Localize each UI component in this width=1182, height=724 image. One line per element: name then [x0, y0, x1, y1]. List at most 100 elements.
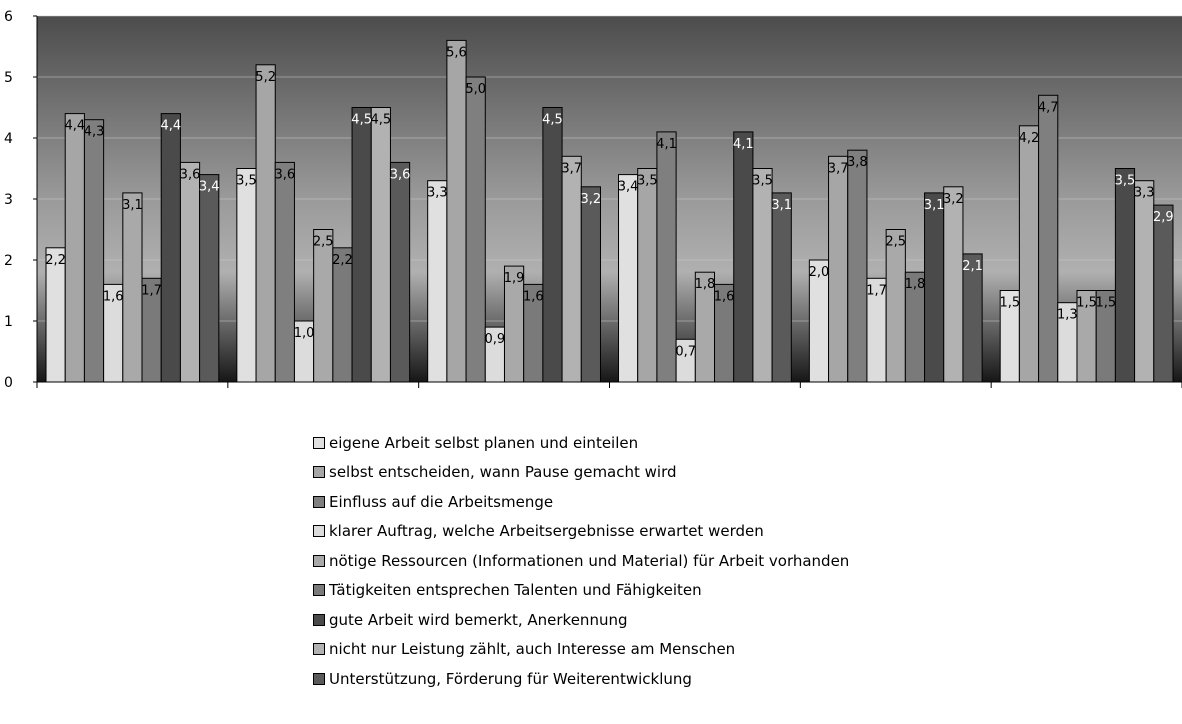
data-label: 4,3: [84, 125, 105, 140]
data-label: 4,1: [733, 137, 754, 152]
data-label: 3,5: [236, 174, 257, 189]
bar: [771, 192, 792, 383]
y-tick-label: 2: [4, 253, 13, 269]
data-label: 3,1: [771, 198, 792, 213]
bar: [332, 247, 353, 383]
data-label: 1,6: [103, 289, 124, 304]
legend-label: eigene Arbeit selbst planen und einteile…: [329, 433, 639, 452]
bar: [1153, 204, 1174, 383]
data-label: 4,5: [542, 113, 563, 128]
bar: [885, 229, 906, 383]
bar: [389, 161, 411, 383]
legend-item: Unterstützung, Förderung für Weiterentwi…: [313, 664, 849, 694]
bar: [542, 107, 563, 383]
data-label: 3,4: [199, 180, 220, 195]
legend-item: gute Arbeit wird bemerkt, Anerkennung: [313, 605, 849, 635]
y-tick-label: 5: [4, 70, 13, 86]
bar: [64, 113, 85, 383]
bar: [122, 192, 143, 383]
data-label: 1,6: [523, 289, 544, 304]
y-tick-label: 6: [4, 9, 13, 25]
bar: [924, 192, 945, 383]
legend-swatch: [313, 495, 325, 508]
bar: [656, 131, 677, 383]
legend-item: eigene Arbeit selbst planen und einteile…: [313, 428, 849, 458]
y-tick-label: 1: [4, 314, 13, 330]
bar: [160, 113, 181, 383]
y-tick-label: 4: [4, 131, 13, 147]
data-label: 1,7: [141, 283, 162, 298]
bar: [370, 107, 391, 383]
bar: [179, 161, 201, 383]
data-label: 3,4: [618, 180, 639, 195]
data-label: 2,1: [962, 259, 983, 274]
bar: [255, 64, 276, 383]
axes: 0 1 2 3 4 5 6: [4, 9, 1182, 391]
data-label: 3,8: [847, 155, 868, 170]
legend-label: Unterstützung, Förderung für Weiterentwi…: [329, 669, 692, 688]
legend-swatch: [313, 436, 325, 449]
data-label: 1,9: [504, 271, 525, 286]
legend-item: selbst entscheiden, wann Pause gemacht w…: [313, 458, 849, 488]
data-label: 2,5: [885, 235, 906, 250]
data-label: 2,5: [313, 235, 334, 250]
data-label: 3,5: [637, 174, 658, 189]
legend-item: nicht nur Leistung zählt, auch Interesse…: [313, 635, 849, 665]
bar: [199, 174, 220, 383]
bar: [580, 186, 601, 383]
bar: [637, 168, 658, 383]
legend-swatch: [313, 584, 325, 597]
legend-item: Einfluss auf die Arbeitsmenge: [313, 487, 849, 517]
legend-label: nötige Ressourcen (Informationen und Mat…: [329, 551, 850, 570]
legend-item: Tätigkeiten entsprechen Talenten und Fäh…: [313, 576, 849, 606]
legend-swatch: [313, 672, 325, 685]
data-label: 3,2: [581, 192, 602, 207]
bars: [45, 39, 1174, 383]
data-label: 3,5: [752, 174, 773, 189]
legend-swatch: [313, 525, 325, 538]
data-label: 4,4: [64, 119, 85, 134]
bar: [733, 131, 754, 383]
bar: [847, 149, 868, 383]
data-label: 0,7: [675, 344, 696, 359]
data-label: 3,3: [1134, 186, 1155, 201]
data-label: 2,9: [1153, 210, 1174, 225]
data-label: 5,0: [465, 82, 486, 97]
bar: [962, 253, 983, 383]
data-label: 1,8: [695, 277, 716, 292]
data-label: 3,6: [390, 167, 411, 182]
legend-label: gute Arbeit wird bemerkt, Anerkennung: [329, 610, 628, 629]
bar: [45, 247, 66, 383]
gridlines: [37, 15, 1182, 322]
bar: [1134, 180, 1155, 383]
y-tick-label: 0: [4, 375, 13, 391]
bar: [465, 76, 486, 383]
bar: [1038, 94, 1059, 383]
legend: eigene Arbeit selbst planen und einteile…: [313, 428, 849, 694]
legend-label: nicht nur Leistung zählt, auch Interesse…: [329, 640, 736, 659]
data-label: 3,3: [427, 186, 448, 201]
data-label: 5,2: [255, 70, 276, 85]
data-label: 1,5: [999, 296, 1020, 311]
data-label: 4,4: [160, 119, 181, 134]
bar: [313, 229, 334, 383]
legend-item: nötige Ressourcen (Informationen und Mat…: [313, 546, 849, 576]
data-label: 3,5: [1115, 174, 1136, 189]
data-label: 1,0: [294, 326, 315, 341]
data-label: 2,2: [332, 253, 353, 268]
legend-swatch: [313, 643, 325, 656]
data-label: 0,9: [485, 332, 506, 347]
bar: [1018, 125, 1040, 383]
legend-label: klarer Auftrag, welche Arbeitsergebnisse…: [329, 522, 764, 541]
bar: [943, 186, 964, 383]
data-label: 4,7: [1038, 100, 1059, 115]
legend-swatch: [313, 466, 325, 479]
data-label: 2,0: [809, 265, 830, 280]
legend-label: selbst entscheiden, wann Pause gemacht w…: [329, 463, 677, 482]
data-label: 1,7: [866, 283, 887, 298]
bar: [1114, 168, 1136, 383]
data-label: 3,7: [561, 161, 582, 176]
data-label: 2,2: [45, 253, 66, 268]
data-label: 1,6: [714, 289, 735, 304]
